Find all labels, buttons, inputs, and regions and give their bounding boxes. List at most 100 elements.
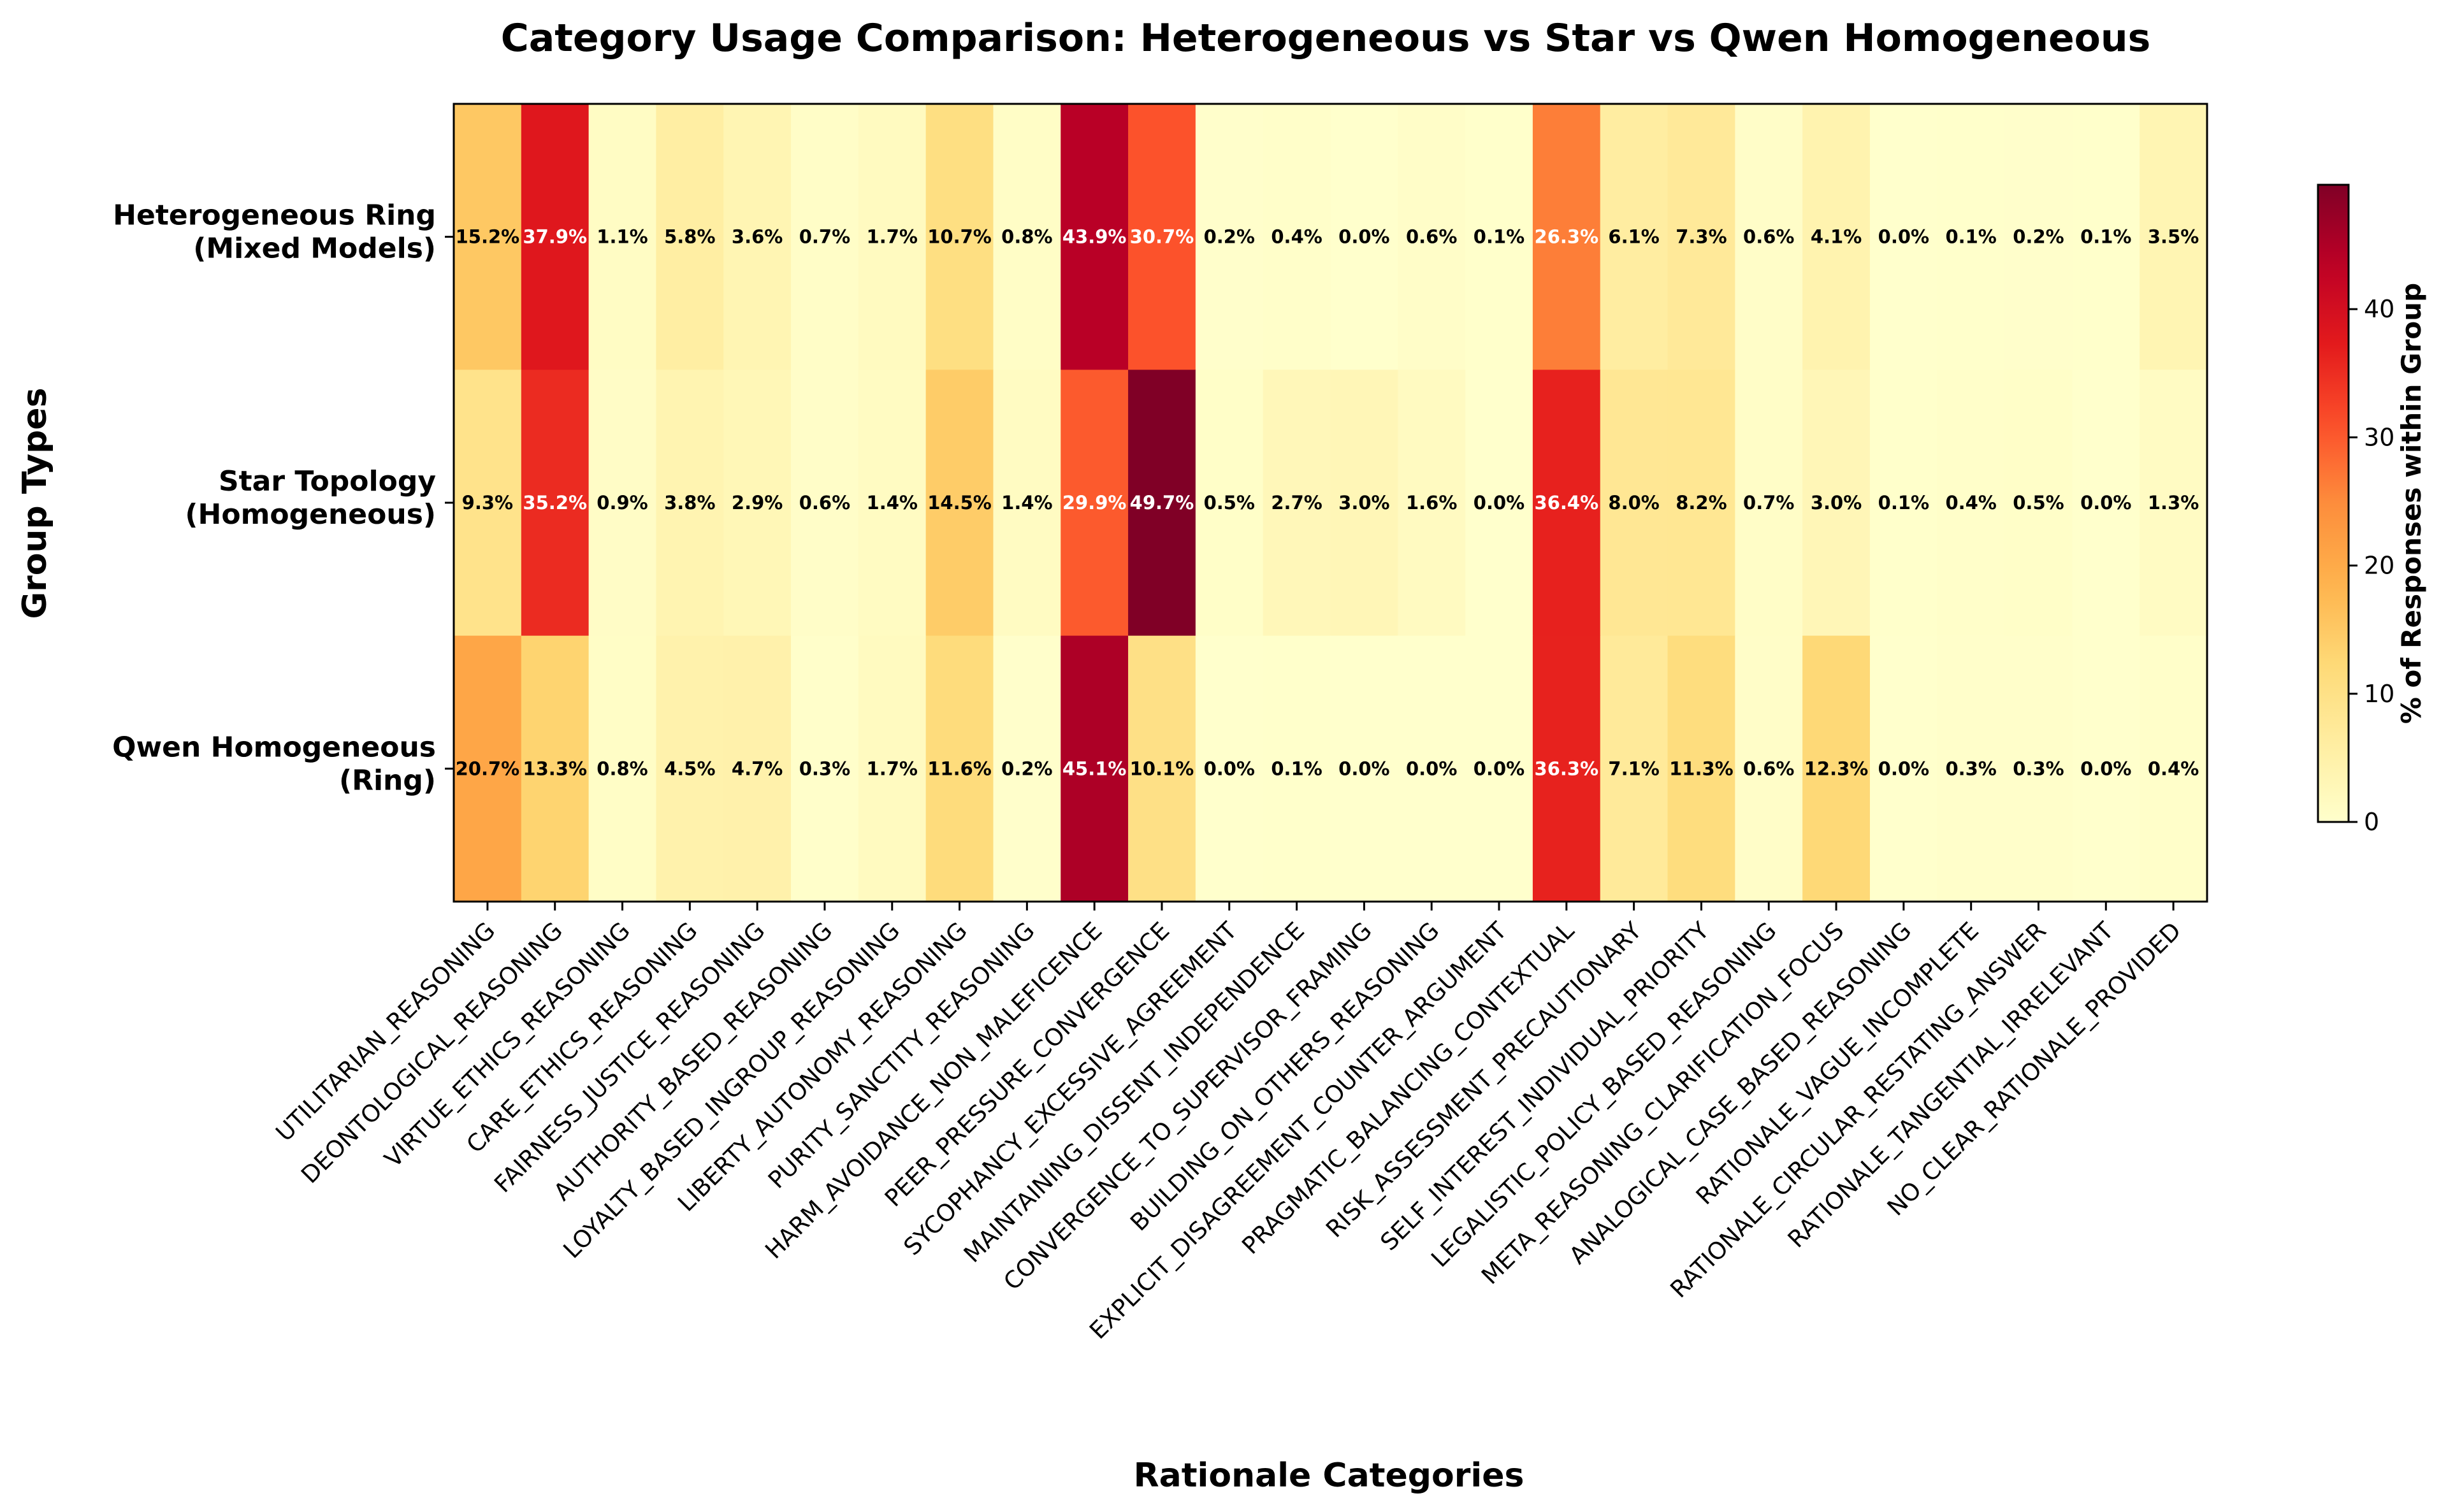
cell-value-label: 10.1% <box>1130 758 1194 779</box>
heatmap-cell <box>1869 370 1938 637</box>
cell-value-label: 0.2% <box>2013 226 2064 248</box>
cell-value-label: 14.5% <box>927 492 992 514</box>
cell-value-label: 0.0% <box>1338 758 1389 779</box>
heatmap-cell <box>2072 370 2140 637</box>
heatmap-cell <box>925 104 994 370</box>
cell-value-label: 0.1% <box>1271 758 1322 779</box>
heatmap-cell <box>1532 104 1601 370</box>
colorbar-tick-label: 10 <box>2364 680 2394 708</box>
y-tick-label: Star Topology (Homogeneous) <box>185 465 436 531</box>
x-tick-label: RISK_ASSESSMENT_PRECAUTIONARY <box>1321 917 1647 1243</box>
x-tick-label: VIRTUE_ETHICS_REASONING <box>379 917 635 1173</box>
heatmap-cell <box>1398 104 1466 370</box>
y-axis-ticks: Heterogeneous Ring (Mixed Models) Star Top… <box>112 199 454 796</box>
cell-value-label: 20.7% <box>456 758 520 779</box>
cell-value-label: 13.3% <box>523 758 587 779</box>
heatmap-cell <box>1667 370 1735 637</box>
heatmap-cell <box>1128 635 1196 902</box>
heatmap-cell <box>1465 635 1533 902</box>
heatmap-cell <box>2140 635 2208 902</box>
cell-value-label: 1.7% <box>867 226 918 248</box>
cell-value-label: 0.6% <box>1743 226 1794 248</box>
heatmap-cell <box>723 104 792 370</box>
cell-value-label: 49.7% <box>1130 492 1194 514</box>
heatmap-cell <box>858 104 927 370</box>
cell-value-label: 1.3% <box>2148 492 2199 514</box>
cell-value-label: 0.0% <box>2080 492 2131 514</box>
cell-value-label: 11.3% <box>1669 758 1734 779</box>
heatmap-cell <box>858 635 927 902</box>
heatmap-cell <box>1061 635 1129 902</box>
cell-value-label: 36.4% <box>1535 492 1599 514</box>
x-axis-label: Rationale Categories <box>1134 1457 1524 1495</box>
cell-value-label: 11.6% <box>927 758 992 779</box>
cell-value-label: 15.2% <box>456 226 520 248</box>
heatmap-cell <box>993 635 1061 902</box>
cell-value-label: 0.0% <box>1474 758 1524 779</box>
cell-value-label: 0.5% <box>2013 492 2064 514</box>
heatmap-cell <box>791 635 859 902</box>
colorbar-label: % of Responses within Group <box>2396 283 2427 724</box>
heatmap-cell <box>1937 635 2006 902</box>
cell-value-label: 0.0% <box>1338 226 1389 248</box>
heatmap-cell <box>521 635 590 902</box>
heatmap-cell <box>2140 104 2208 370</box>
heatmap-cell <box>588 104 657 370</box>
heatmap-cell <box>1128 370 1196 637</box>
heatmap-cell <box>1937 104 2006 370</box>
cell-value-label: 0.1% <box>1474 226 1524 248</box>
heatmap-cell <box>1465 104 1533 370</box>
heatmap-cell <box>1061 370 1129 637</box>
heatmap-cell <box>1330 370 1398 637</box>
heatmap-cell <box>656 104 724 370</box>
cell-value-label: 0.3% <box>799 758 850 779</box>
cell-value-label: 0.8% <box>597 758 648 779</box>
cell-value-label: 3.6% <box>732 226 783 248</box>
heatmap-cell <box>1802 370 1871 637</box>
cell-value-label: 0.5% <box>1204 492 1255 514</box>
heatmap-cell <box>1195 104 1264 370</box>
heatmap-cell <box>791 104 859 370</box>
cell-value-label: 1.7% <box>867 758 918 779</box>
heatmap-cell <box>1263 370 1331 637</box>
cell-value-label: 0.1% <box>2080 226 2131 248</box>
heatmap-cell <box>1465 370 1533 637</box>
heatmap-cell <box>2004 104 2073 370</box>
cell-value-label: 0.0% <box>1406 758 1457 779</box>
cell-value-label: 5.8% <box>664 226 715 248</box>
cell-value-label: 0.7% <box>1743 492 1794 514</box>
cell-value-label: 10.7% <box>927 226 992 248</box>
cell-value-label: 35.2% <box>523 492 587 514</box>
x-axis-ticks: UTILITARIAN_REASONINGDEONTOLOGICAL_REASO… <box>270 902 2186 1344</box>
heatmap-cell <box>1600 635 1669 902</box>
colorbar <box>2317 184 2350 823</box>
heatmap-cell <box>858 370 927 637</box>
cell-value-label: 30.7% <box>1130 226 1194 248</box>
cell-value-label: 0.0% <box>1474 492 1524 514</box>
cell-value-label: 0.8% <box>1001 226 1052 248</box>
heatmap-cell <box>521 104 590 370</box>
cell-value-label: 1.4% <box>867 492 918 514</box>
heatmap-cell <box>656 635 724 902</box>
cell-value-label: 1.6% <box>1406 492 1457 514</box>
cell-value-label: 0.0% <box>2080 758 2131 779</box>
heatmap-cell <box>588 370 657 637</box>
cell-value-label: 0.4% <box>1945 492 1996 514</box>
colorbar-ticks: 0 10 20 30 40 <box>2349 295 2394 836</box>
cell-value-label: 0.6% <box>799 492 850 514</box>
heatmap-cell <box>1128 104 1196 370</box>
cell-value-label: 3.8% <box>664 492 715 514</box>
heatmap-cell <box>1532 635 1601 902</box>
cell-value-label: 0.2% <box>1204 226 1255 248</box>
heatmap-cell <box>1869 635 1938 902</box>
heatmap-cell <box>2072 635 2140 902</box>
cell-value-label: 12.3% <box>1804 758 1869 779</box>
heatmap-cell <box>1667 635 1735 902</box>
cell-value-label: 1.4% <box>1001 492 1052 514</box>
cell-value-label: 0.0% <box>1878 758 1929 779</box>
heatmap-cell <box>1937 370 2006 637</box>
cell-value-label: 8.2% <box>1676 492 1727 514</box>
x-tick-label: BUILDING_ON_OTHERS_REASONING <box>1125 917 1444 1236</box>
cell-value-label: 4.5% <box>664 758 715 779</box>
cell-value-label: 0.7% <box>799 226 850 248</box>
